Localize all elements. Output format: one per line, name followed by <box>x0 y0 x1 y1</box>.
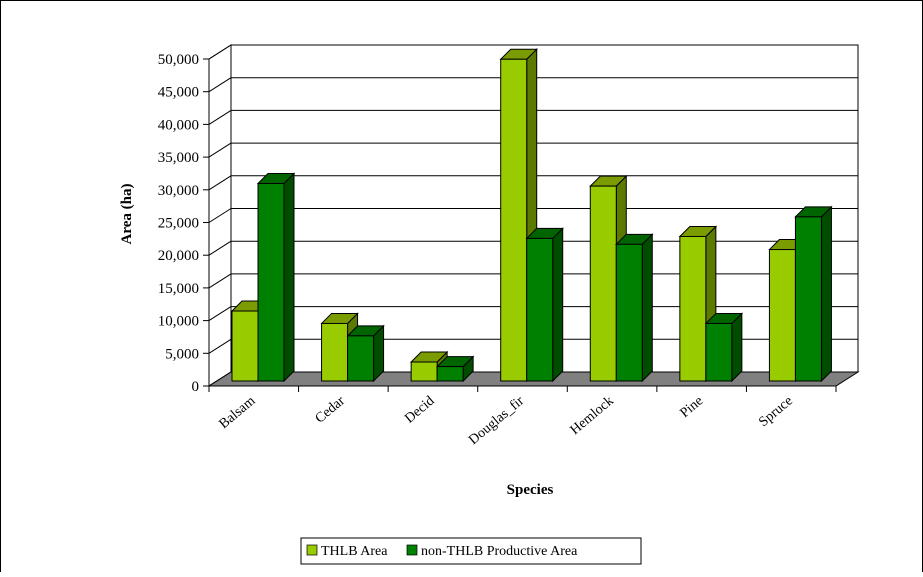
x-tick-label: Cedar <box>313 393 349 426</box>
legend-label-thlb: THLB Area <box>321 544 388 559</box>
bar-non-thlb-douglas_fir <box>525 227 564 383</box>
y-tick-label: 45,000 <box>158 85 199 101</box>
y-tick-label: 40,000 <box>158 117 199 133</box>
legend-box <box>300 537 642 565</box>
y-tick-label: 15,000 <box>158 281 199 297</box>
bars <box>230 48 833 383</box>
y-tick-label: 50,000 <box>158 52 199 68</box>
x-tick-label: Balsam <box>217 394 259 433</box>
y-tick-label: 5,000 <box>165 346 199 362</box>
gridline-side <box>208 338 232 354</box>
y-tick-labels: 0 5,000 10,000 15,000 20,000 25,000 30,000 35,0… <box>158 52 199 395</box>
bar-non-thlb-cedar <box>346 324 385 383</box>
y-axis-title: Area (ha) <box>119 184 135 245</box>
gridline-side <box>208 208 232 223</box>
legend-swatch-non-thlb <box>406 544 418 556</box>
y-tick-label: 0 <box>192 379 200 395</box>
x-tick-label: Decid <box>402 394 437 427</box>
bar-non-thlb-pine <box>704 312 744 383</box>
x-tick-label: Pine <box>678 394 707 421</box>
y-tick-label: 30,000 <box>158 183 199 199</box>
gridline-side <box>208 77 232 93</box>
x-tick-label: Spruce <box>756 394 795 430</box>
gridline-side <box>208 240 232 256</box>
gridline-side <box>208 142 232 158</box>
legend: THLB Area non-THLB Productive Area <box>300 537 642 565</box>
gridline-side <box>208 44 232 60</box>
gridline-side <box>208 175 232 191</box>
bar-non-thlb-spruce <box>794 205 833 383</box>
gridline-side <box>208 109 232 125</box>
bar-non-thlb-hemlock <box>615 233 654 383</box>
x-tick-label: Hemlock <box>568 394 617 438</box>
y-tick-label: 25,000 <box>158 216 199 232</box>
x-axis-title: Species <box>507 482 554 498</box>
legend-swatch-thlb <box>306 544 318 556</box>
gridline-side <box>208 273 232 289</box>
gridline-side <box>208 306 232 322</box>
y-tick-label: 35,000 <box>158 150 199 166</box>
y-tick-label: 20,000 <box>158 248 199 264</box>
x-tick-labels: Balsam Cedar Decid Douglas_fir Hemlock Pine Sp… <box>208 386 837 448</box>
bar-non-thlb-decid <box>435 355 475 383</box>
y-tick-label: 10,000 <box>158 314 199 330</box>
bar-non-thlb-balsam <box>256 172 296 383</box>
legend-label-non-thlb: non-THLB Productive Area <box>421 544 578 559</box>
x-tick-label: Douglas_fir <box>466 393 527 448</box>
